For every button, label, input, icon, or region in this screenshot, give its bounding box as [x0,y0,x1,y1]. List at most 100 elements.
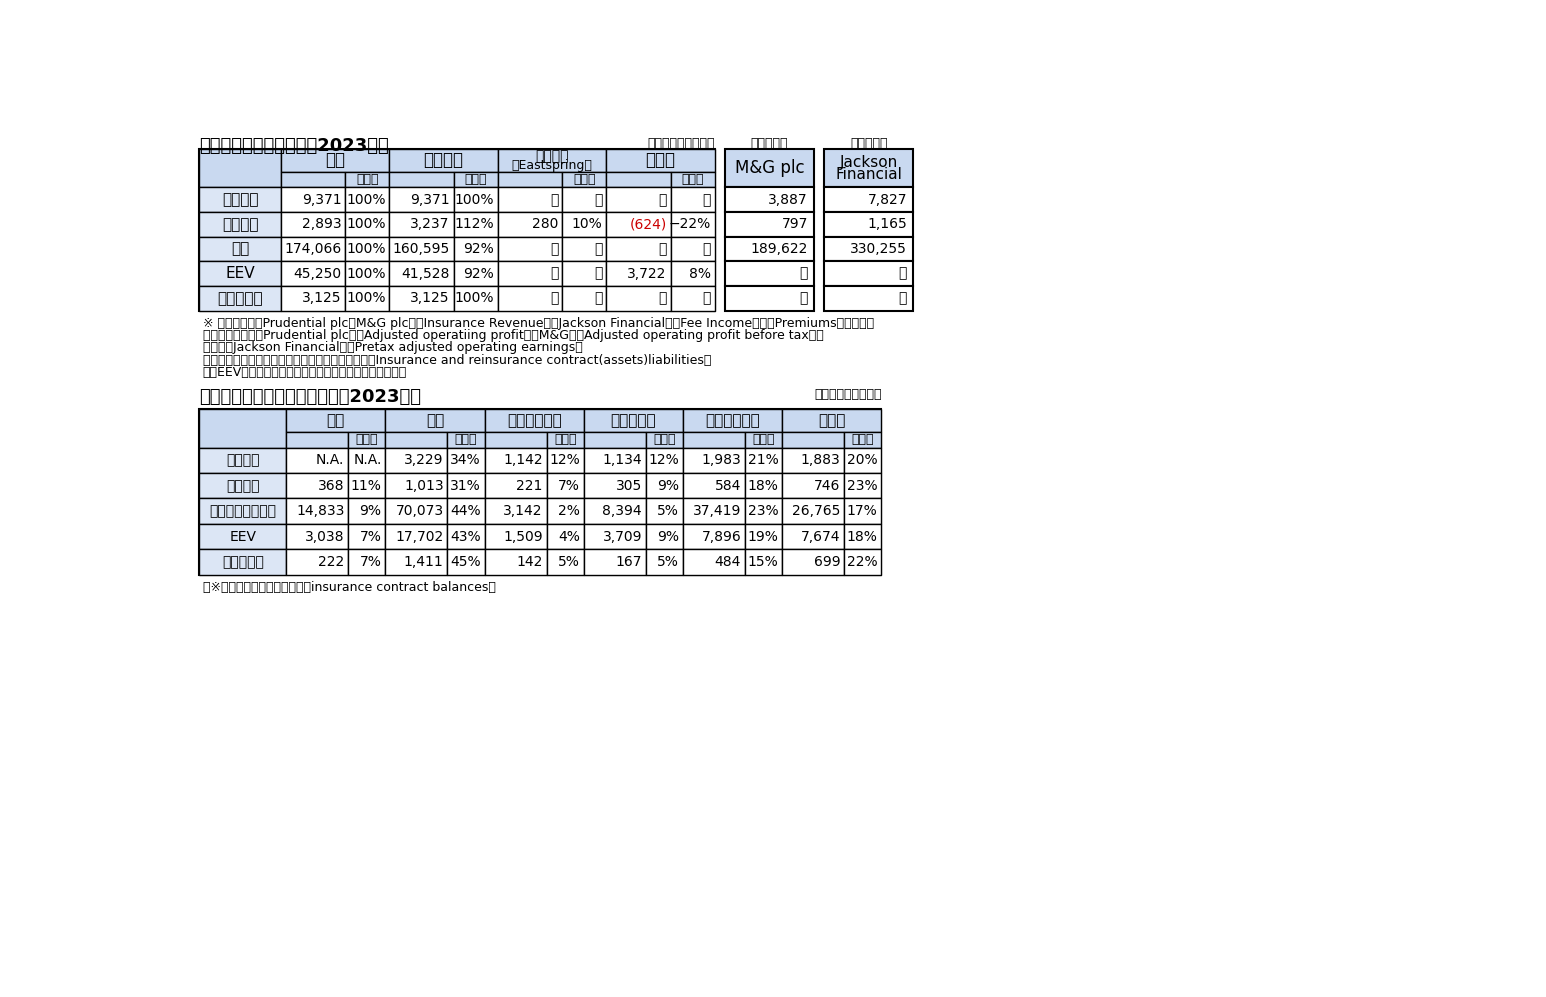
Bar [606,261,671,286]
Bar [683,549,745,574]
Bar [390,236,453,261]
Text: 保険収益: 保険収益 [226,454,260,468]
Text: 保険事業: 保険事業 [424,152,464,169]
Bar [385,523,447,549]
Bar [453,236,498,261]
Bar [683,473,745,498]
Bar [824,212,914,236]
Text: 22%: 22% [847,555,878,569]
Text: 百万ドル）: 百万ドル） [850,137,887,150]
Text: 中国: 中国 [326,413,345,428]
Text: 3,142: 3,142 [504,504,543,518]
Bar [646,473,683,498]
Bar [745,498,782,523]
Text: 15%: 15% [748,555,778,569]
Bar [683,433,745,448]
Text: その他: その他 [818,413,846,428]
Text: 3,237: 3,237 [410,217,450,231]
Bar [447,433,484,448]
Bar [725,286,815,311]
Text: 1,883: 1,883 [801,454,841,468]
Bar [745,448,782,473]
Text: 23%: 23% [847,479,878,493]
Bar [671,212,714,236]
Text: N.A.: N.A. [352,454,382,468]
Bar [563,172,606,187]
Bar [484,409,584,433]
Text: 41,528: 41,528 [402,266,450,280]
Text: 3,887: 3,887 [768,192,809,206]
Bar [199,549,286,574]
Bar [584,523,646,549]
Bar [844,523,881,549]
Text: －: － [659,242,666,256]
Text: 31%: 31% [450,479,481,493]
Text: 1,142: 1,142 [502,454,543,468]
Text: （単位：百万ドル）: （単位：百万ドル） [648,137,714,150]
Bar [281,212,345,236]
Text: －: － [702,242,711,256]
Text: 17,702: 17,702 [396,529,444,543]
Text: 7,896: 7,896 [702,529,741,543]
Text: 9%: 9% [657,479,679,493]
Bar [671,236,714,261]
Bar [498,236,563,261]
Text: 構成比: 構成比 [464,173,487,186]
Bar [286,523,348,549]
Bar [683,523,745,549]
Text: 2,893: 2,893 [301,217,342,231]
Text: その他: その他 [646,152,676,169]
Bar [348,448,385,473]
Bar [390,187,453,212]
Bar [563,286,606,311]
Bar [683,498,745,523]
Text: 営業利益: 営業利益 [226,479,260,493]
Bar [547,433,584,448]
Text: －: － [702,192,711,206]
Bar [345,187,390,212]
Bar [725,261,815,286]
Bar [547,523,584,549]
Text: 43%: 43% [450,529,481,543]
Text: 保険事業の地域別内訳（2023年）: 保険事業の地域別内訳（2023年） [199,137,390,155]
Text: 17%: 17% [847,504,878,518]
Bar [348,549,385,574]
Bar [671,286,714,311]
Bar [199,409,286,448]
Text: －: － [550,192,558,206]
Text: 1,134: 1,134 [603,454,642,468]
Text: 3,722: 3,722 [628,266,666,280]
Text: 5%: 5% [657,555,679,569]
Text: 100%: 100% [455,291,495,305]
Text: 2%: 2% [558,504,580,518]
Text: （※）保険契約者負債等は、「insurance contract balances」: （※）保険契約者負債等は、「insurance contract balance… [203,581,495,594]
Bar [345,172,390,187]
Text: －: － [594,266,603,280]
Text: インドネシア: インドネシア [507,413,561,428]
Text: －: － [594,291,603,305]
Text: 112%: 112% [455,217,495,231]
Text: (624): (624) [629,217,666,231]
Bar [498,212,563,236]
Text: 142: 142 [516,555,543,569]
Bar [671,172,714,187]
Bar [824,149,914,187]
Text: 3,709: 3,709 [603,529,642,543]
Bar [824,286,914,311]
Text: EEV: EEV [226,266,255,281]
Bar [725,149,815,187]
Text: 699: 699 [813,555,841,569]
Bar [453,187,498,212]
Bar [348,498,385,523]
Text: 305: 305 [615,479,642,493]
Text: －: － [550,291,558,305]
Text: 100%: 100% [346,217,385,231]
Bar [844,549,881,574]
Bar [498,149,606,172]
Text: 330,255: 330,255 [850,242,908,256]
Bar [348,523,385,549]
Bar [725,212,815,236]
Text: 37,419: 37,419 [693,504,741,518]
Text: 構成比: 構成比 [852,434,873,447]
Text: 営業利益は、Prudential plcは「Adjusted operatiing profit」、M&Gは「Adjusted operating profit: 営業利益は、Prudential plcは「Adjusted operatiin… [203,329,824,342]
